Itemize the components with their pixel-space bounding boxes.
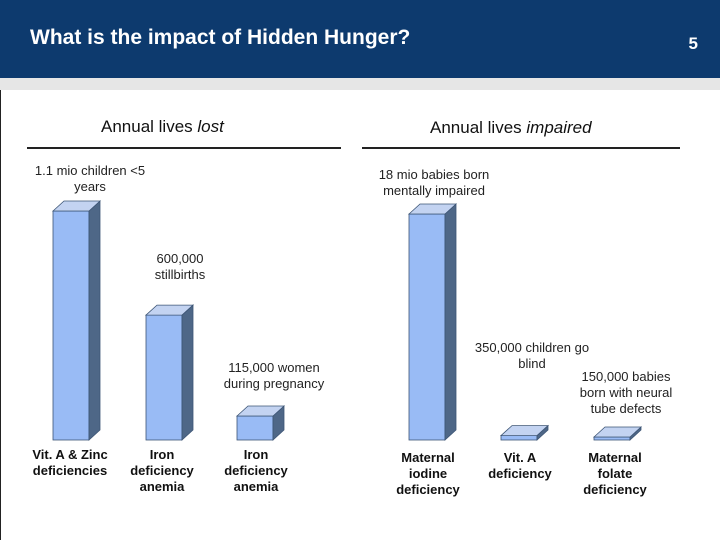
section-title-lost: Annual lives lost [101, 117, 224, 136]
category-label-impaired-1: Maternal iodine deficiency [396, 450, 460, 497]
page-title: What is the impact of Hidden Hunger? [30, 26, 411, 49]
bar-side [181, 304, 194, 441]
value-label-lost-1: 1.1 mio children <5 years [34, 163, 146, 194]
value-label-impaired-1: 18 mio babies born mentally impaired [378, 167, 490, 198]
value-label-impaired-3: 150,000 babies born with neural tube def… [579, 369, 673, 416]
bar-front [408, 213, 446, 441]
bar-lost-3 [235, 405, 286, 441]
bar-top [144, 304, 195, 316]
header-bar: What is the impact of Hidden Hunger? 5 [0, 0, 720, 78]
bar-top [592, 426, 643, 438]
bar-front [145, 314, 183, 441]
bar-lost-2 [144, 304, 195, 441]
section-title-impaired: Annual lives impaired [430, 118, 592, 137]
value-label-impaired-2: 350,000 children go blind [474, 340, 590, 371]
bar-top [499, 425, 550, 437]
bar-impaired-3 [592, 426, 643, 441]
category-label-impaired-2: Vit. A deficiency [488, 450, 552, 481]
value-label-lost-3: 115,000 women during pregnancy [223, 360, 325, 391]
header-divider [0, 78, 720, 90]
bar-top [407, 203, 458, 215]
value-label-lost-2: 600,000 stillbirths [154, 251, 206, 282]
left-edge-line [0, 90, 1, 540]
bar-impaired-2 [499, 424, 550, 441]
bar-front [52, 210, 90, 441]
category-label-lost-1: Vit. A & Zinc deficiencies [32, 447, 108, 478]
section-rule-impaired [362, 147, 680, 149]
section-rule-lost [27, 147, 341, 149]
category-label-lost-3: Iron deficiency anemia [224, 447, 288, 494]
bar-top [51, 200, 102, 212]
bar-side [88, 200, 101, 441]
category-label-lost-2: Iron deficiency anemia [130, 447, 194, 494]
bar-front [236, 415, 274, 441]
bar-impaired-1 [407, 203, 458, 441]
bar-lost-1 [51, 200, 102, 441]
bar-front [500, 435, 538, 441]
page-number: 5 [688, 34, 698, 53]
bar-top [235, 405, 286, 417]
bar-side [444, 203, 457, 441]
category-label-impaired-3: Maternal folate deficiency [583, 450, 647, 497]
bar-front [593, 436, 631, 441]
